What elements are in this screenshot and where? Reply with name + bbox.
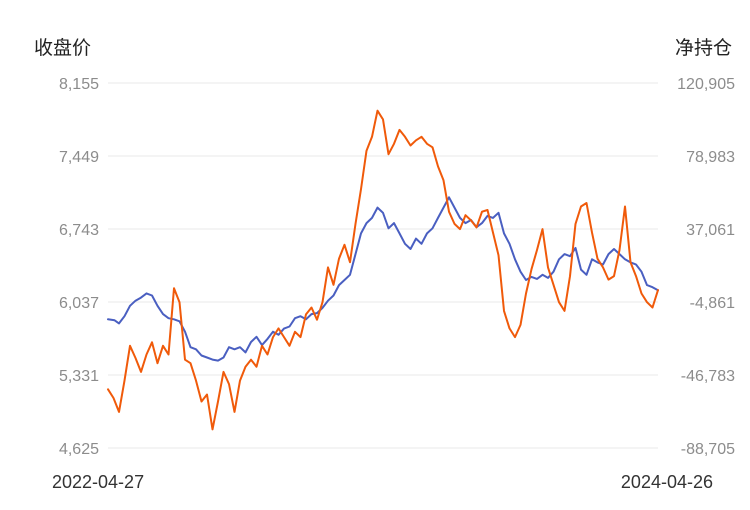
right-tick-label: 120,905 (677, 76, 735, 93)
left-tick-label: 6,037 (59, 295, 99, 312)
left-tick-label: 5,331 (59, 368, 99, 385)
x-axis-start-label: 2022-04-27 (52, 472, 144, 492)
right-tick-label: 37,061 (686, 222, 735, 239)
left-tick-label: 6,743 (59, 222, 99, 239)
series-layer (107, 109, 659, 431)
right-tick-label: 78,983 (686, 149, 735, 166)
right-tick-label: -4,861 (690, 295, 735, 312)
x-axis-end-label: 2024-04-26 (621, 472, 713, 492)
grid-lines (108, 82, 658, 449)
net-position-line (107, 109, 659, 431)
left-tick-label: 4,625 (59, 441, 99, 458)
left-tick-label: 8,155 (59, 76, 99, 93)
left-axis-title: 收盘价 (34, 37, 91, 59)
right-axis-title: 净持仓 (675, 37, 732, 59)
left-axis-ticks: 8,155 7,449 6,743 6,037 5,331 4,625 (59, 76, 99, 458)
right-tick-label: -46,783 (681, 368, 735, 385)
right-axis-ticks: 120,905 78,983 37,061 -4,861 -46,783 -88,705 (677, 76, 735, 458)
close-price-line (107, 196, 659, 362)
left-tick-label: 7,449 (59, 149, 99, 166)
right-tick-label: -88,705 (681, 441, 735, 458)
